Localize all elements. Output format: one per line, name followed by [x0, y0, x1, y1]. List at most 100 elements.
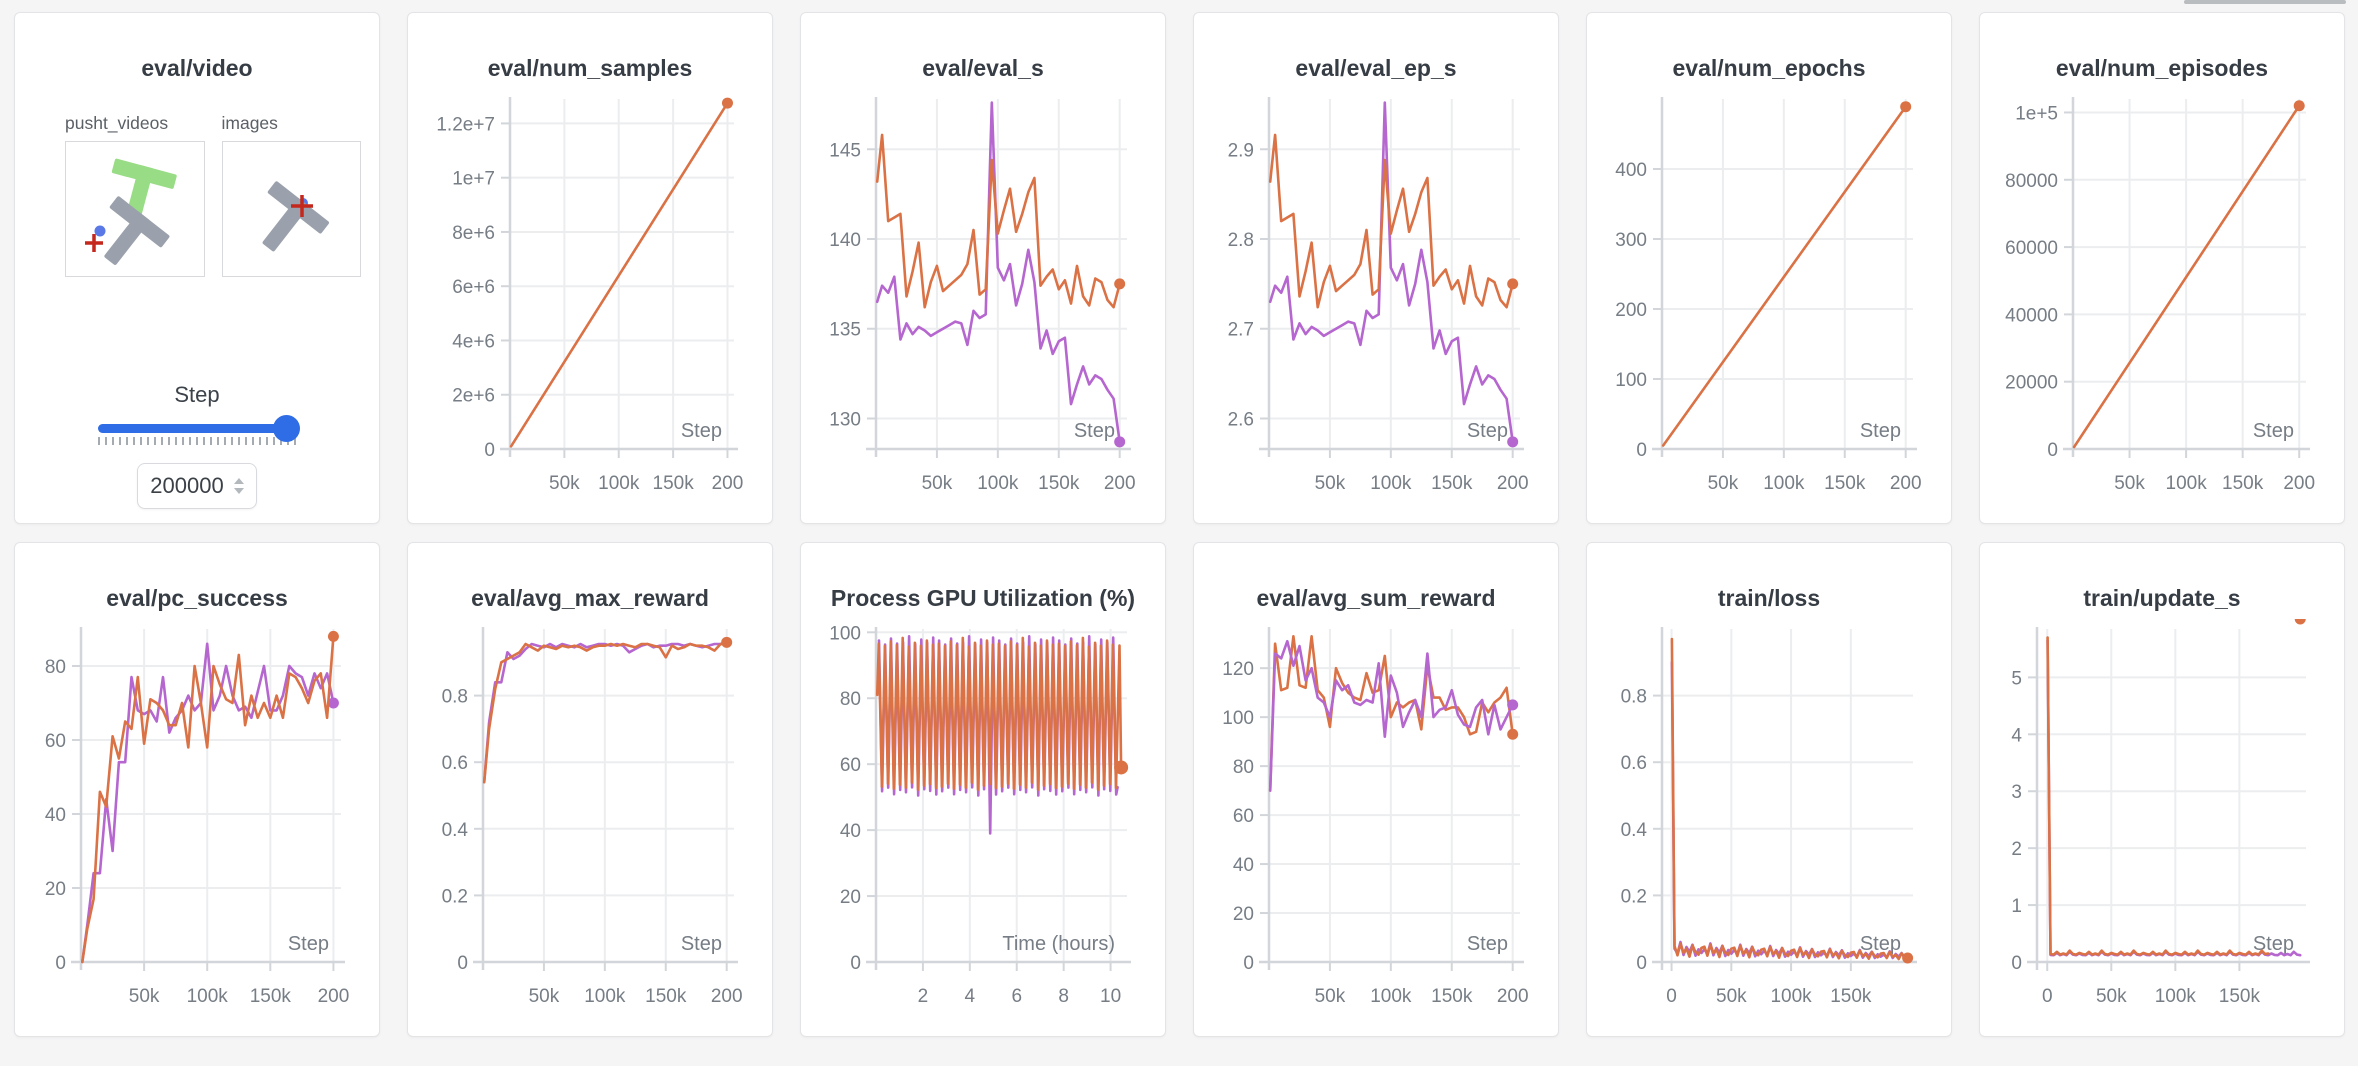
pusht-target-cross	[85, 234, 103, 252]
svg-text:100k: 100k	[598, 473, 640, 494]
pusht-target-cross	[290, 195, 313, 217]
svg-text:0.6: 0.6	[1621, 753, 1647, 774]
svg-text:50k: 50k	[2114, 473, 2145, 494]
line-chart[interactable]: 0 100 200 300 400 50k 100k 150k 200 Step	[1599, 89, 1939, 511]
svg-text:0.4: 0.4	[442, 820, 469, 841]
svg-text:2: 2	[918, 986, 929, 1007]
line-chart[interactable]: 130 135 140 145 50k 100k 150k 200 Step	[813, 89, 1153, 511]
step-slider[interactable]	[98, 415, 300, 442]
svg-text:50k: 50k	[129, 986, 160, 1007]
panel-title: eval/eval_s	[922, 55, 1044, 81]
media-thumbnails	[65, 141, 361, 277]
svg-text:200: 200	[1104, 473, 1136, 494]
svg-text:200: 200	[711, 986, 743, 1007]
svg-text:150k: 150k	[1830, 986, 1872, 1007]
svg-text:80000: 80000	[2005, 171, 2058, 192]
line-chart[interactable]: 0 0.2 0.4 0.6 0.8 0 50k 100k 150k Step	[1599, 619, 1939, 1024]
svg-text:0: 0	[484, 440, 495, 461]
step-slider-thumb[interactable]	[273, 415, 300, 442]
panel-eval-eval-ep-s: eval/eval_ep_s 2.6 2.7 2.8 2.9 50k 100k 150k 20…	[1193, 12, 1559, 524]
line-chart[interactable]: 2.6 2.7 2.8 2.9 50k 100k 150k 200 Step	[1206, 89, 1546, 511]
svg-text:150k: 150k	[645, 986, 687, 1007]
svg-text:60: 60	[840, 755, 861, 776]
horizontal-scrollbar[interactable]	[2184, 0, 2346, 4]
svg-text:8: 8	[1058, 986, 1069, 1007]
panel-eval-num-episodes: eval/num_episodes 0 20000 40000 60000 80000 1…	[1979, 12, 2345, 524]
line-chart[interactable]: 0 20 40 60 80 50k 100k 150k 200 Step	[27, 619, 367, 1024]
svg-text:0.4: 0.4	[1621, 820, 1648, 841]
pusht-block-t-shape	[262, 181, 329, 252]
svg-text:4e+6: 4e+6	[452, 331, 495, 352]
svg-text:Time (hours): Time (hours)	[1002, 933, 1115, 955]
svg-text:Step: Step	[1860, 933, 1901, 955]
svg-text:100k: 100k	[584, 986, 626, 1007]
svg-text:80: 80	[1233, 757, 1254, 778]
svg-text:Step: Step	[681, 420, 722, 442]
svg-text:150k: 150k	[1038, 473, 1080, 494]
svg-text:4: 4	[965, 986, 976, 1007]
svg-text:2.8: 2.8	[1228, 230, 1254, 251]
svg-text:6e+6: 6e+6	[452, 277, 495, 298]
svg-text:50k: 50k	[529, 986, 560, 1007]
svg-text:20: 20	[45, 879, 66, 900]
video-thumbnail-pusht[interactable]	[65, 141, 205, 277]
svg-text:2e+6: 2e+6	[452, 386, 495, 407]
svg-text:1e+7: 1e+7	[452, 169, 495, 190]
svg-text:50k: 50k	[1315, 473, 1346, 494]
stepper-down-icon[interactable]	[233, 488, 244, 494]
line-chart[interactable]: 0 1 2 3 4 5 0 50k 100k 150k Step	[1992, 619, 2332, 1024]
svg-text:400: 400	[1615, 160, 1647, 181]
panel-title: eval/avg_max_reward	[471, 585, 709, 611]
svg-text:50k: 50k	[1315, 986, 1346, 1007]
step-slider-label: Step	[174, 382, 220, 407]
svg-text:50k: 50k	[1708, 473, 1739, 494]
svg-text:2.7: 2.7	[1228, 320, 1254, 341]
panel-eval-video: eval/video pusht_videos images	[14, 12, 380, 524]
svg-text:200: 200	[1890, 473, 1922, 494]
svg-text:100k: 100k	[1770, 986, 1812, 1007]
svg-text:100: 100	[829, 623, 861, 644]
svg-text:40: 40	[840, 821, 861, 842]
svg-text:Step: Step	[1074, 420, 1115, 442]
image-thumbnail[interactable]	[221, 141, 361, 277]
svg-text:140: 140	[829, 230, 861, 251]
step-input-stepper[interactable]	[233, 478, 244, 494]
line-chart[interactable]: 0 20 40 60 80 100 120 50k 100k 150k 200 Step	[1206, 619, 1546, 1024]
svg-text:145: 145	[829, 140, 861, 161]
panel-train-update-s: train/update_s 0 1 2 3 4 5 0 50k 100k 150k Step	[1979, 542, 2345, 1037]
step-input[interactable]: 200000	[137, 463, 257, 509]
svg-text:50k: 50k	[2096, 986, 2127, 1007]
line-chart[interactable]: 0 0.2 0.4 0.6 0.8 50k 100k 150k 200 Step	[420, 619, 760, 1024]
svg-text:120: 120	[1222, 659, 1254, 680]
panel-title: train/update_s	[2083, 585, 2241, 611]
svg-text:200: 200	[1497, 986, 1529, 1007]
svg-text:200: 200	[1615, 300, 1647, 321]
pusht-block-t-shape	[104, 196, 170, 265]
panel-title: eval/video	[141, 55, 253, 81]
line-chart[interactable]: 0 20 40 60 80 100 2 4 6 8 10 Time (hours)	[813, 619, 1153, 1024]
svg-text:0: 0	[1666, 986, 1677, 1007]
panel-eval-num-samples: eval/num_samples 0 2e+6 4e+6 6e+6 8e+6 1e+7 1.…	[407, 12, 773, 524]
svg-text:2.9: 2.9	[1228, 140, 1254, 161]
svg-text:150k: 150k	[2222, 473, 2264, 494]
svg-text:100k: 100k	[2166, 473, 2208, 494]
panel-eval-eval-s: eval/eval_s 130 135 140 145 50k 100k 150k 200 St…	[800, 12, 1166, 524]
panel-eval-avg-sum-reward: eval/avg_sum_reward 0 20 40 60 80 100 120 50k 10…	[1193, 542, 1559, 1037]
svg-text:100k: 100k	[1763, 473, 1805, 494]
svg-text:0: 0	[1636, 953, 1647, 974]
svg-text:Step: Step	[1860, 420, 1901, 442]
svg-text:50k: 50k	[922, 473, 953, 494]
svg-text:1: 1	[2011, 896, 2022, 917]
media-key-pusht-videos: pusht_videos	[65, 113, 169, 133]
line-chart[interactable]: 0 2e+6 4e+6 6e+6 8e+6 1e+7 1.2e+7 50k 100k 150k 20…	[420, 89, 760, 511]
svg-text:80: 80	[840, 689, 861, 710]
svg-text:40: 40	[45, 805, 66, 826]
svg-text:Step: Step	[681, 933, 722, 955]
svg-text:300: 300	[1615, 230, 1647, 251]
svg-text:0.2: 0.2	[1621, 886, 1647, 907]
svg-text:1e+5: 1e+5	[2015, 103, 2058, 124]
svg-text:100k: 100k	[2155, 986, 2197, 1007]
panel-title: eval/avg_sum_reward	[1256, 585, 1496, 611]
line-chart[interactable]: 0 20000 40000 60000 80000 1e+5 50k 100k 150k 200 S…	[1992, 89, 2332, 511]
stepper-up-icon[interactable]	[233, 478, 244, 484]
